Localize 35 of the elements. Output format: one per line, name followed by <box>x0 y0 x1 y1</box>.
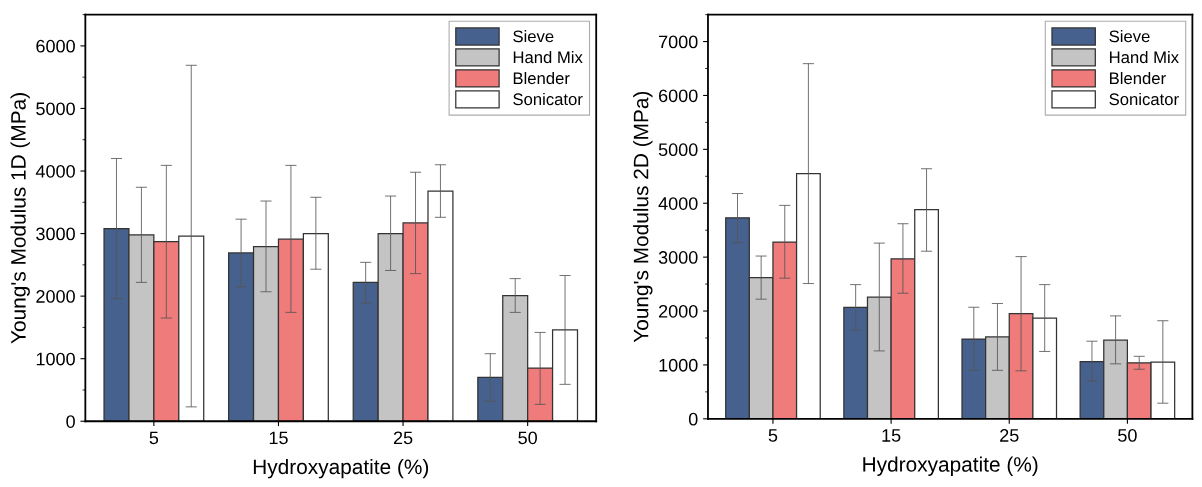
y-tick-label: 1000 <box>659 358 698 372</box>
x-tick-label: 25 <box>1000 429 1019 442</box>
x-tick-label: 5 <box>768 429 778 442</box>
x-tick-label: 50 <box>518 431 537 445</box>
x-tick-label: 15 <box>882 429 901 442</box>
y-axis-title: Young's Modulus 1D (MPa) <box>10 93 30 344</box>
y-tick-label: 1000 <box>36 352 75 366</box>
y-tick-label: 5000 <box>658 143 698 157</box>
legend-label: Blender <box>513 71 570 85</box>
y-tick-label: 5000 <box>36 102 75 116</box>
y-tick-label: 0 <box>688 412 698 426</box>
x-axis-title: Hydroxyapatite (%) <box>863 456 1038 476</box>
y-tick-label: 0 <box>66 415 75 428</box>
y-tick-label: 4000 <box>35 164 75 178</box>
x-tick-label: 25 <box>393 431 413 445</box>
legend-label: Sieve <box>513 30 554 43</box>
x-tick-label: 5 <box>149 431 159 445</box>
y-tick-label: 2000 <box>659 304 698 318</box>
x-axis-title: Hydroxyapatite (%) <box>253 458 429 479</box>
y-tick-label: 7000 <box>659 35 698 49</box>
y-tick-label: 3000 <box>36 227 75 241</box>
legend-label: Hand Mix <box>513 50 583 64</box>
legend-label: Sonicator <box>513 92 583 106</box>
x-tick-label: 15 <box>269 431 288 445</box>
y-tick-label: 2000 <box>36 290 75 303</box>
y-tick-label: 4000 <box>658 197 698 210</box>
x-tick-label: 50 <box>1118 429 1137 442</box>
legend-label: Blender <box>1110 71 1166 85</box>
y-tick-label: 3000 <box>658 251 698 264</box>
legend-label: Sonicator <box>1109 92 1179 106</box>
y-axis-title: Young's Modulus 2D (MPa) <box>633 91 653 343</box>
y-tick-label: 6000 <box>36 39 75 53</box>
legend-label: Hand Mix <box>1110 50 1179 64</box>
legend-label: Sieve <box>1109 30 1150 43</box>
y-tick-label: 6000 <box>659 89 698 103</box>
